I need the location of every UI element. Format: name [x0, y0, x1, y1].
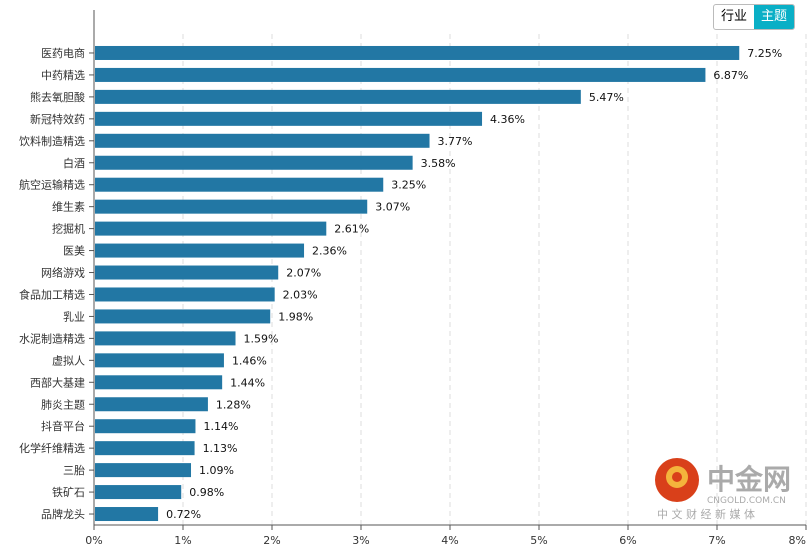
- value-label: 2.07%: [286, 267, 321, 280]
- category-label: 三胎: [63, 463, 85, 477]
- value-label: 3.25%: [391, 179, 426, 192]
- watermark-brand: 中金网: [707, 463, 791, 496]
- category-label: 肺炎主题: [41, 398, 85, 411]
- bar: [95, 507, 159, 522]
- x-tick-label: 4%: [441, 534, 458, 547]
- category-label: 新冠特效药: [30, 112, 85, 126]
- bar: [95, 221, 327, 236]
- category-label: 熊去氧胆酸: [30, 90, 85, 104]
- category-label: 医美: [63, 245, 85, 258]
- category-label: 水泥制造精选: [19, 331, 85, 345]
- value-label: 0.72%: [166, 508, 201, 521]
- value-label: 3.77%: [438, 135, 473, 148]
- value-label: 6.87%: [713, 69, 748, 82]
- category-label: 铁矿石: [52, 486, 85, 499]
- bar: [95, 265, 279, 280]
- category-label: 品牌龙头: [41, 507, 85, 521]
- bar: [95, 111, 483, 126]
- category-label: 挖掘机: [52, 222, 85, 236]
- category-label: 食品加工精选: [19, 287, 85, 301]
- bar: [95, 243, 305, 258]
- bar: [95, 177, 384, 192]
- bar: [95, 45, 740, 60]
- bar: [95, 485, 182, 500]
- bar: [95, 397, 208, 412]
- bar: [95, 89, 581, 104]
- category-label: 网络游戏: [41, 266, 85, 280]
- bar: [95, 331, 236, 346]
- industry-theme-toggle[interactable]: 行业 主题: [713, 4, 796, 30]
- bar: [95, 441, 195, 456]
- value-label: 2.03%: [283, 288, 318, 301]
- x-tick-label: 5%: [530, 534, 547, 547]
- bar: [95, 287, 275, 302]
- category-label: 抖音平台: [41, 419, 85, 433]
- bar: [95, 199, 368, 214]
- bar: [95, 419, 196, 434]
- value-label: 1.09%: [199, 464, 234, 477]
- x-tick-label: 2%: [263, 534, 280, 547]
- value-label: 0.98%: [189, 486, 224, 499]
- toggle-industry[interactable]: 行业: [721, 9, 748, 24]
- cngold-watermark: 中金网 CNGOLD.COM.CN 中 文 财 经 新 媒 体: [655, 453, 805, 523]
- bar: [95, 67, 706, 82]
- category-label: 白酒: [63, 156, 85, 170]
- value-label: 1.13%: [203, 442, 238, 455]
- x-tick-label: 3%: [352, 534, 369, 547]
- value-label: 3.07%: [375, 201, 410, 214]
- category-label: 西部大基建: [30, 375, 85, 389]
- bar: [95, 463, 192, 478]
- value-label: 2.61%: [334, 223, 369, 236]
- value-label: 1.98%: [278, 310, 313, 323]
- value-label: 5.47%: [589, 91, 624, 104]
- value-label: 1.14%: [203, 420, 238, 433]
- category-label: 虚拟人: [52, 353, 85, 367]
- bar: [95, 155, 413, 170]
- category-label: 中药精选: [41, 69, 85, 82]
- category-label: 饮料制造精选: [19, 134, 85, 148]
- value-label: 1.44%: [230, 376, 265, 389]
- value-label: 1.59%: [244, 332, 279, 345]
- value-label: 3.58%: [421, 157, 456, 170]
- x-tick-label: 6%: [619, 534, 636, 547]
- category-label: 医药电商: [41, 46, 85, 60]
- bar: [95, 133, 430, 148]
- x-tick-label: 8%: [789, 534, 806, 547]
- watermark-slogan: 中 文 财 经 新 媒 体: [657, 507, 755, 521]
- bar: [95, 309, 271, 324]
- x-tick-label: 1%: [174, 534, 191, 547]
- bar: [95, 353, 224, 368]
- value-label: 7.25%: [747, 47, 782, 60]
- category-label: 乳业: [63, 310, 85, 323]
- category-label: 维生素: [52, 200, 85, 214]
- category-label: 化学纤维精选: [19, 441, 85, 455]
- toggle-theme[interactable]: 主题: [754, 5, 795, 29]
- value-label: 1.28%: [216, 398, 251, 411]
- value-label: 1.46%: [232, 354, 267, 367]
- value-label: 4.36%: [490, 113, 525, 126]
- x-tick-label: 0%: [85, 534, 102, 547]
- value-label: 2.36%: [312, 245, 347, 258]
- category-label: 航空运输精选: [19, 178, 85, 192]
- watermark-domain: CNGOLD.COM.CN: [707, 496, 786, 506]
- bar: [95, 375, 223, 390]
- x-tick-label: 7%: [708, 534, 725, 547]
